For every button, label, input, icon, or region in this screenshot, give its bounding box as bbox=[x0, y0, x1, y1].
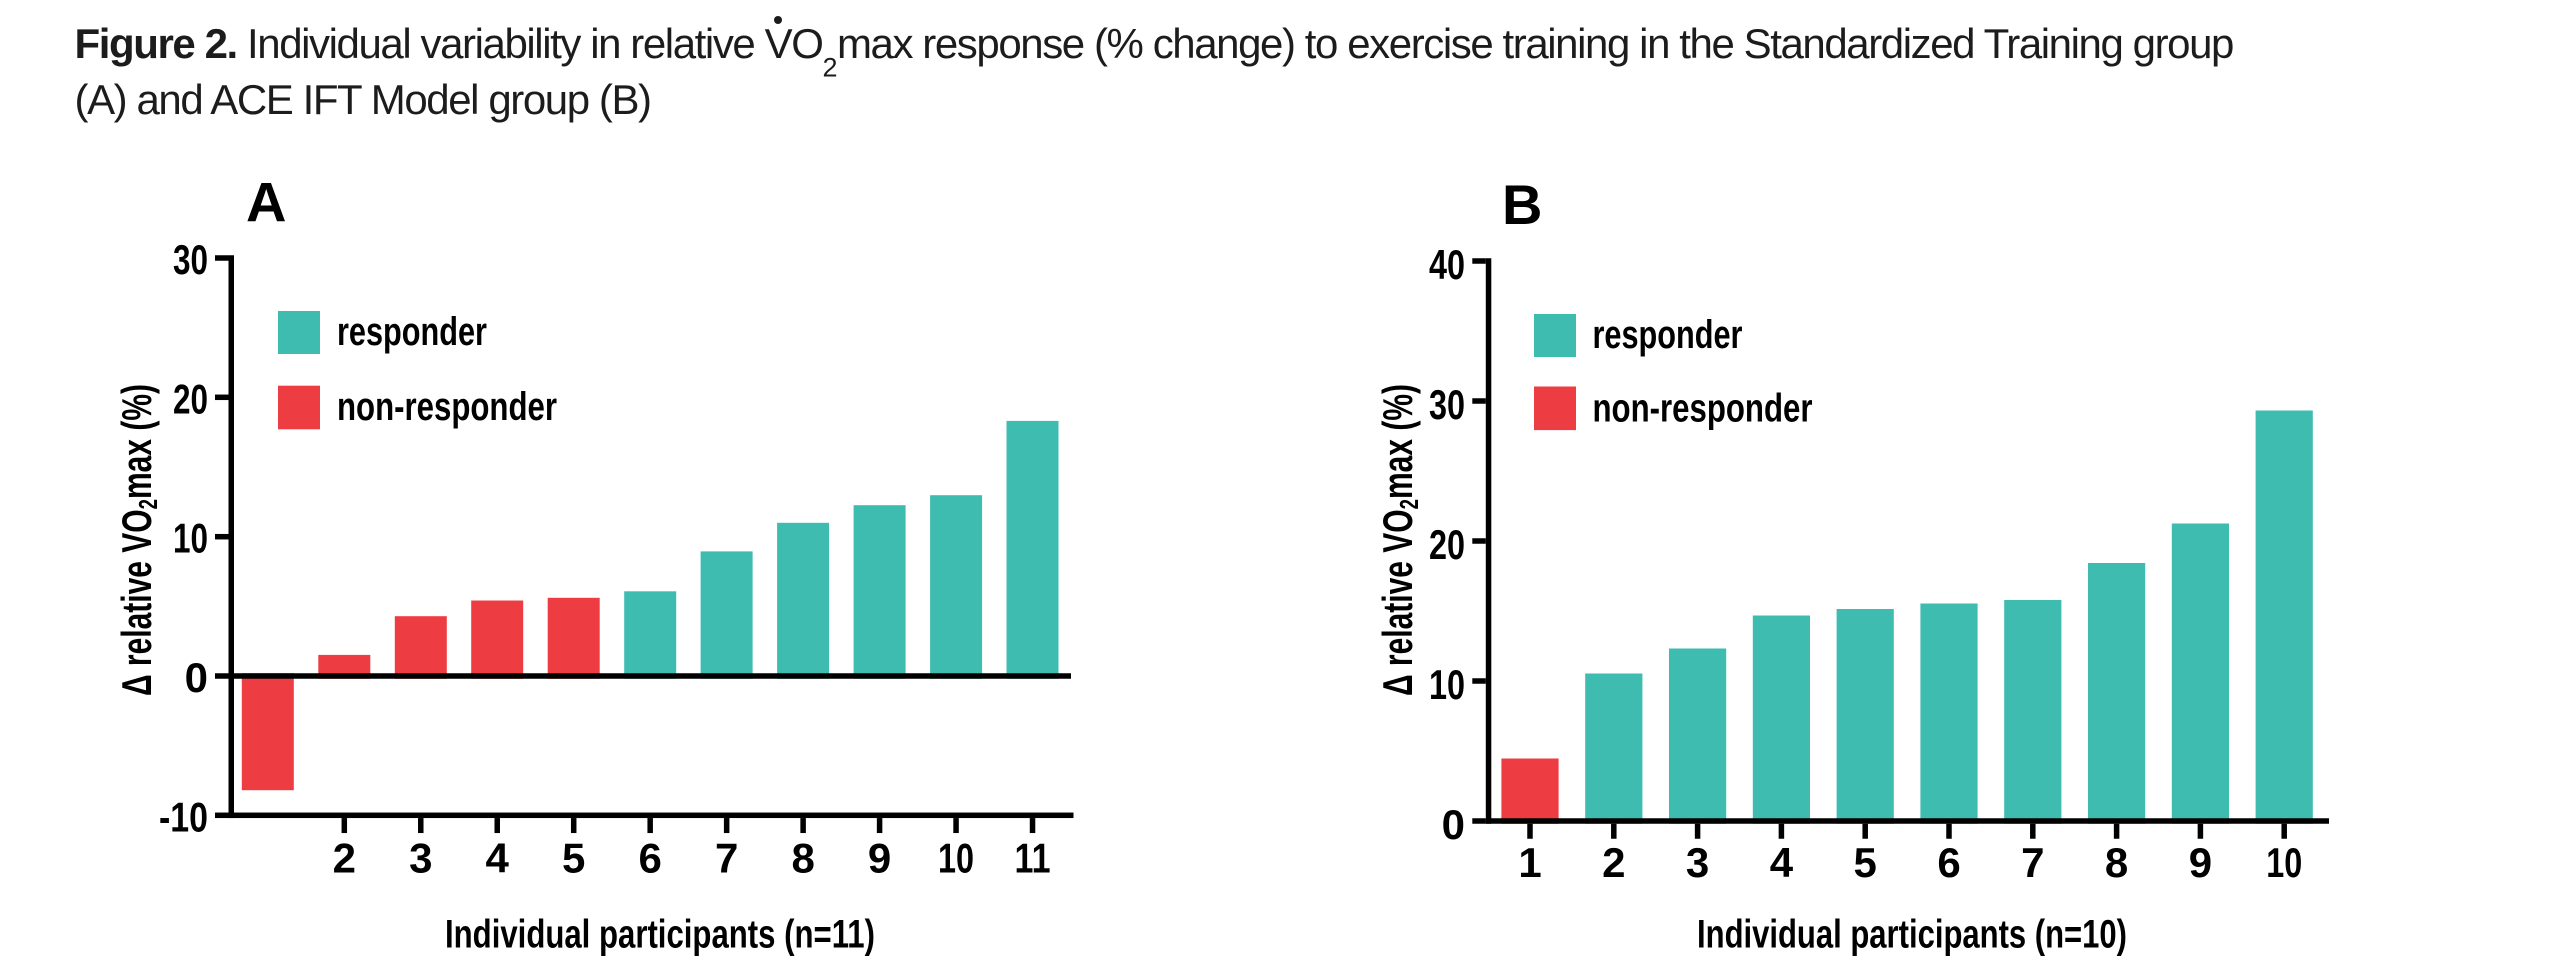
svg-text:3: 3 bbox=[1686, 839, 1709, 886]
svg-text:9: 9 bbox=[868, 835, 891, 882]
svg-text:non-responder: non-responder bbox=[1593, 387, 1813, 431]
svg-text:40: 40 bbox=[1429, 241, 1465, 288]
svg-text:30: 30 bbox=[1429, 381, 1465, 428]
svg-text:A: A bbox=[246, 171, 286, 234]
svg-text:B: B bbox=[1502, 173, 1542, 236]
svg-text:3: 3 bbox=[409, 835, 432, 882]
svg-text:responder: responder bbox=[337, 310, 487, 354]
svg-text:7: 7 bbox=[715, 835, 738, 882]
svg-text:Individual participants (n=10): Individual participants (n=10) bbox=[1697, 912, 2127, 956]
svg-text:0: 0 bbox=[1442, 801, 1465, 848]
svg-text:responder: responder bbox=[1593, 313, 1743, 357]
svg-text:5: 5 bbox=[1854, 839, 1877, 886]
svg-text:1: 1 bbox=[1518, 839, 1541, 886]
svg-text:10: 10 bbox=[1429, 661, 1465, 708]
svg-text:7: 7 bbox=[2021, 839, 2044, 886]
svg-text:11: 11 bbox=[1015, 835, 1051, 882]
svg-text:Individual participants (n=11): Individual participants (n=11) bbox=[445, 912, 875, 956]
svg-text:2: 2 bbox=[333, 835, 356, 882]
svg-text:6: 6 bbox=[1937, 839, 1960, 886]
svg-text:4: 4 bbox=[1770, 839, 1794, 886]
svg-text:8: 8 bbox=[2105, 839, 2128, 886]
svg-text:Δ relative VO2max (%): Δ relative VO2max (%) bbox=[113, 384, 163, 696]
svg-text:10: 10 bbox=[173, 515, 208, 562]
svg-text:-10: -10 bbox=[159, 793, 208, 840]
svg-text:8: 8 bbox=[791, 835, 814, 882]
svg-text:0: 0 bbox=[185, 654, 208, 701]
svg-text:4: 4 bbox=[486, 835, 510, 882]
svg-text:20: 20 bbox=[1429, 521, 1465, 568]
svg-text:6: 6 bbox=[639, 835, 662, 882]
svg-text:Δ relative VO2max (%): Δ relative VO2max (%) bbox=[1374, 384, 1424, 696]
svg-text:5: 5 bbox=[562, 835, 585, 882]
svg-text:10: 10 bbox=[2266, 839, 2302, 886]
svg-text:non-responder: non-responder bbox=[337, 385, 557, 429]
svg-text:9: 9 bbox=[2189, 839, 2212, 886]
svg-text:10: 10 bbox=[938, 835, 974, 882]
svg-text:30: 30 bbox=[173, 236, 208, 283]
svg-text:20: 20 bbox=[173, 375, 208, 422]
svg-text:2: 2 bbox=[1602, 839, 1625, 886]
